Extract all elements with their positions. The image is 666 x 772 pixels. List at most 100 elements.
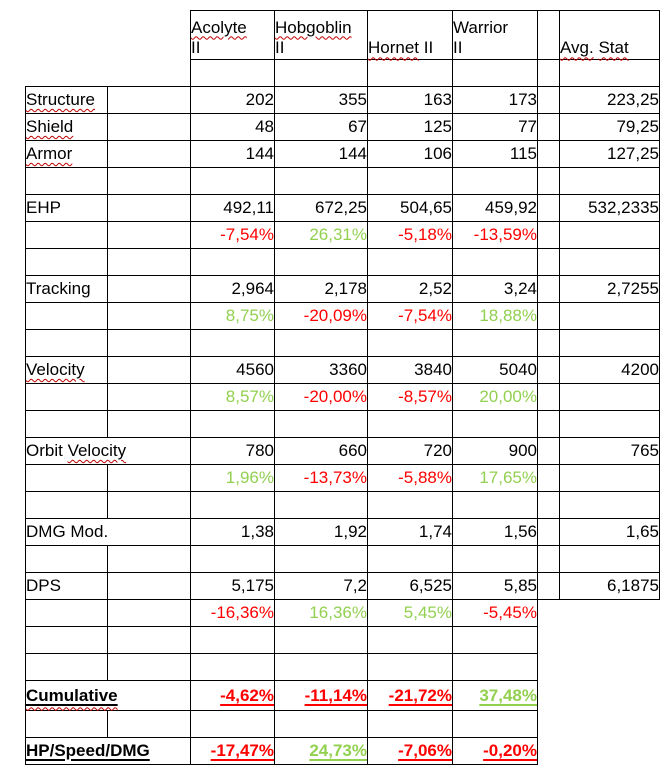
cell-gap-7-warrior[interactable]: [452, 626, 538, 654]
cell-gap-2-hornet[interactable]: [367, 248, 453, 276]
cell-gap-5-spacer-g[interactable]: [537, 491, 560, 519]
cell-tracking-spacer-b[interactable]: [107, 275, 191, 303]
cell-orbit-velocity-delta-hobgoblin[interactable]: -13,73%: [274, 464, 368, 492]
cell-ehp-delta-acolyte[interactable]: -7,54%: [190, 221, 275, 249]
cell-gap-4-label[interactable]: [25, 410, 108, 438]
cell-gap-8-acolyte[interactable]: [190, 653, 275, 681]
cell-dps-delta-acolyte[interactable]: -16,36%: [190, 599, 275, 627]
cell-gap-3-acolyte[interactable]: [190, 329, 275, 357]
cell-orbit-velocity-hornet[interactable]: 720: [367, 437, 453, 465]
cell-shield-label[interactable]: Shield: [25, 113, 108, 141]
cell-dmg-mod-hobgoblin[interactable]: 1,92: [274, 518, 368, 546]
cell-gap-7-hornet[interactable]: [367, 626, 453, 654]
cell-hp-speed-dmg-label[interactable]: HP/Speed/DMG: [25, 737, 191, 765]
cell-structure-hornet[interactable]: 163: [367, 86, 453, 114]
cell-velocity-warrior[interactable]: 5040: [452, 356, 538, 384]
cell-shield-spacer-g[interactable]: [537, 113, 560, 141]
cell-gap-1-acolyte[interactable]: [190, 167, 275, 195]
cell-gap-9-spacer-b[interactable]: [107, 710, 191, 738]
cell-dps-delta-label[interactable]: [25, 599, 108, 627]
cell-gap-1-hornet[interactable]: [367, 167, 453, 195]
cell-tracking-delta-avg[interactable]: [559, 302, 660, 330]
cell-cumulative-label[interactable]: Cumulative: [25, 680, 191, 711]
cell-velocity-delta-spacer-g[interactable]: [537, 383, 560, 411]
cell-orbit-velocity-delta-warrior[interactable]: 17,65%: [452, 464, 538, 492]
cell-hp-speed-dmg-warrior[interactable]: -0,20%: [452, 737, 538, 765]
header-cell-spacer-b[interactable]: [108, 11, 191, 60]
cell-gap-3-label[interactable]: [25, 329, 108, 357]
cell-ehp-delta-hornet[interactable]: -5,18%: [367, 221, 453, 249]
cell-gap-2-hobgoblin[interactable]: [274, 248, 368, 276]
cell-dps-hornet[interactable]: 6,525: [367, 572, 453, 600]
cell-header-gap-acolyte[interactable]: [190, 59, 275, 87]
cell-velocity-hobgoblin[interactable]: 3360: [274, 356, 368, 384]
cell-header-gap-label[interactable]: [26, 60, 108, 87]
cell-gap-7-spacer-b[interactable]: [107, 626, 191, 654]
cell-velocity-delta-label[interactable]: [25, 383, 108, 411]
cell-dps-delta-spacer-g[interactable]: [538, 600, 560, 627]
cell-shield-warrior[interactable]: 77: [452, 113, 538, 141]
cell-structure-spacer-b[interactable]: [107, 86, 191, 114]
cell-gap-2-spacer-b[interactable]: [107, 248, 191, 276]
cell-gap-4-spacer-b[interactable]: [107, 410, 191, 438]
cell-gap-3-spacer-b[interactable]: [107, 329, 191, 357]
cell-dmg-mod-spacer-g[interactable]: [537, 518, 560, 546]
cell-gap-8-hobgoblin[interactable]: [274, 653, 368, 681]
cell-gap-4-avg[interactable]: [559, 410, 660, 438]
cell-dps-hobgoblin[interactable]: 7,2: [274, 572, 368, 600]
cell-armor-hobgoblin[interactable]: 144: [274, 140, 368, 168]
cell-tracking-label[interactable]: Tracking: [25, 275, 108, 303]
cell-tracking-delta-spacer-g[interactable]: [537, 302, 560, 330]
cell-armor-warrior[interactable]: 115: [452, 140, 538, 168]
cell-gap-1-avg[interactable]: [559, 167, 660, 195]
cell-shield-hornet[interactable]: 125: [367, 113, 453, 141]
cell-dps-delta-warrior[interactable]: -5,45%: [452, 599, 538, 627]
cell-orbit-velocity-delta-avg[interactable]: [559, 464, 660, 492]
cell-orbit-velocity-spacer-g[interactable]: [537, 437, 560, 465]
cell-gap-5-label[interactable]: [25, 491, 108, 519]
cell-cumulative-spacer-g[interactable]: [538, 681, 560, 711]
cell-hp-speed-dmg-acolyte[interactable]: -17,47%: [190, 737, 275, 765]
cell-tracking-delta-warrior[interactable]: 18,88%: [452, 302, 538, 330]
cell-ehp-delta-spacer-b[interactable]: [107, 221, 191, 249]
cell-shield-avg[interactable]: 79,25: [559, 113, 660, 141]
cell-cumulative-warrior[interactable]: 37,48%: [452, 680, 538, 711]
cell-gap-3-warrior[interactable]: [452, 329, 538, 357]
cell-gap-1-warrior[interactable]: [452, 167, 538, 195]
header-cell-spacer[interactable]: [537, 10, 560, 60]
cell-armor-acolyte[interactable]: 144: [190, 140, 275, 168]
cell-gap-1-spacer-g[interactable]: [537, 167, 560, 195]
cell-orbit-velocity-hobgoblin[interactable]: 660: [274, 437, 368, 465]
cell-velocity-delta-hornet[interactable]: -8,57%: [367, 383, 453, 411]
header-cell-hornet[interactable]: Hornet II: [367, 10, 453, 60]
cell-tracking-delta-hornet[interactable]: -7,54%: [367, 302, 453, 330]
cell-gap-8-avg[interactable]: [560, 654, 660, 681]
cell-gap-6-avg[interactable]: [559, 545, 660, 573]
cell-gap-5-avg[interactable]: [559, 491, 660, 519]
cell-gap-6-acolyte[interactable]: [190, 545, 275, 573]
cell-gap-8-warrior[interactable]: [452, 653, 538, 681]
cell-orbit-velocity-label[interactable]: Orbit Velocity: [25, 437, 191, 465]
cell-dps-delta-hornet[interactable]: 5,45%: [367, 599, 453, 627]
cell-gap-7-acolyte[interactable]: [190, 626, 275, 654]
cell-ehp-delta-warrior[interactable]: -13,59%: [452, 221, 538, 249]
cell-structure-acolyte[interactable]: 202: [190, 86, 275, 114]
cell-dmg-mod-label[interactable]: DMG Mod.: [25, 518, 191, 546]
cell-gap-3-hornet[interactable]: [367, 329, 453, 357]
cell-header-gap-hobgoblin[interactable]: [274, 59, 368, 87]
cell-gap-2-spacer-g[interactable]: [537, 248, 560, 276]
cell-tracking-delta-spacer-b[interactable]: [107, 302, 191, 330]
cell-gap-9-warrior[interactable]: [452, 710, 538, 738]
cell-dps-delta-avg[interactable]: [560, 600, 660, 627]
cell-header-gap-hornet[interactable]: [367, 59, 453, 87]
cell-velocity-acolyte[interactable]: 4560: [190, 356, 275, 384]
cell-header-gap-spacer-b[interactable]: [108, 60, 191, 87]
cell-gap-5-hornet[interactable]: [367, 491, 453, 519]
cell-gap-2-label[interactable]: [25, 248, 108, 276]
cell-ehp-acolyte[interactable]: 492,11: [190, 194, 275, 222]
cell-tracking-hobgoblin[interactable]: 2,178: [274, 275, 368, 303]
cell-gap-8-hornet[interactable]: [367, 653, 453, 681]
cell-header-gap-warrior[interactable]: [452, 59, 538, 87]
header-cell-acolyte[interactable]: Acolyte II: [190, 10, 275, 60]
cell-gap-3-spacer-g[interactable]: [537, 329, 560, 357]
